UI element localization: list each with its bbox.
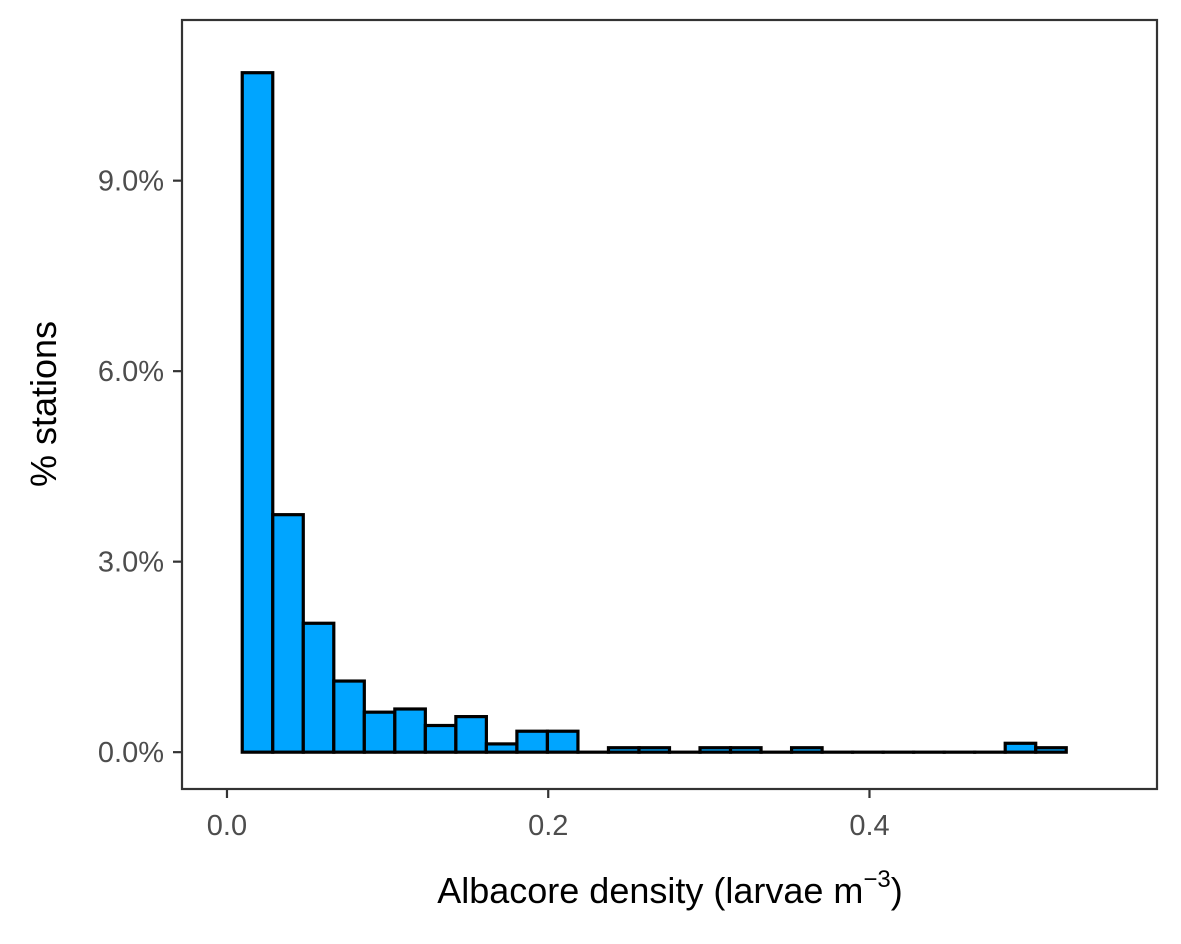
x-axis-title-main: Albacore density (larvae m [437, 870, 863, 911]
axis-ticks: 0.0% 3.0% 6.0% 9.0% 0.0 0.2 0.4 [98, 166, 890, 842]
histogram-bar [393, 707, 427, 754]
histogram-bar [698, 746, 733, 754]
histogram-bar [423, 723, 458, 754]
x-tick-label: 0.0 [207, 810, 247, 842]
y-tick-label: 3.0% [98, 547, 164, 579]
histogram-bar [515, 729, 550, 754]
histogram-bar [1003, 741, 1038, 754]
histogram-bar [1034, 746, 1068, 754]
histogram-bar [728, 746, 763, 754]
x-axis-title-superscript: −3 [863, 866, 890, 893]
panel-border [180, 18, 1159, 791]
y-tick-label: 9.0% [98, 166, 164, 198]
x-tick-label: 0.2 [528, 810, 568, 842]
histogram-bar [637, 746, 672, 754]
y-tick-label: 6.0% [98, 356, 164, 388]
histogram-bar [454, 715, 488, 754]
histogram-bar [271, 513, 305, 754]
histogram-bar [606, 746, 641, 754]
y-tick-label: 0.0% [98, 737, 164, 769]
histogram-bar [545, 729, 580, 754]
x-tick-label: 0.4 [849, 810, 889, 842]
bars-group [240, 71, 1068, 754]
y-axis-title: % stations [23, 321, 64, 487]
histogram-bar [240, 71, 275, 754]
histogram-bar [332, 679, 366, 754]
x-axis-title-suffix: ) [891, 870, 903, 911]
histogram-bar [362, 710, 397, 754]
histogram-bar [301, 621, 336, 754]
histogram-bar [789, 746, 824, 754]
histogram-bar [484, 742, 519, 754]
x-axis-title: Albacore density (larvae m−3) [437, 866, 903, 911]
